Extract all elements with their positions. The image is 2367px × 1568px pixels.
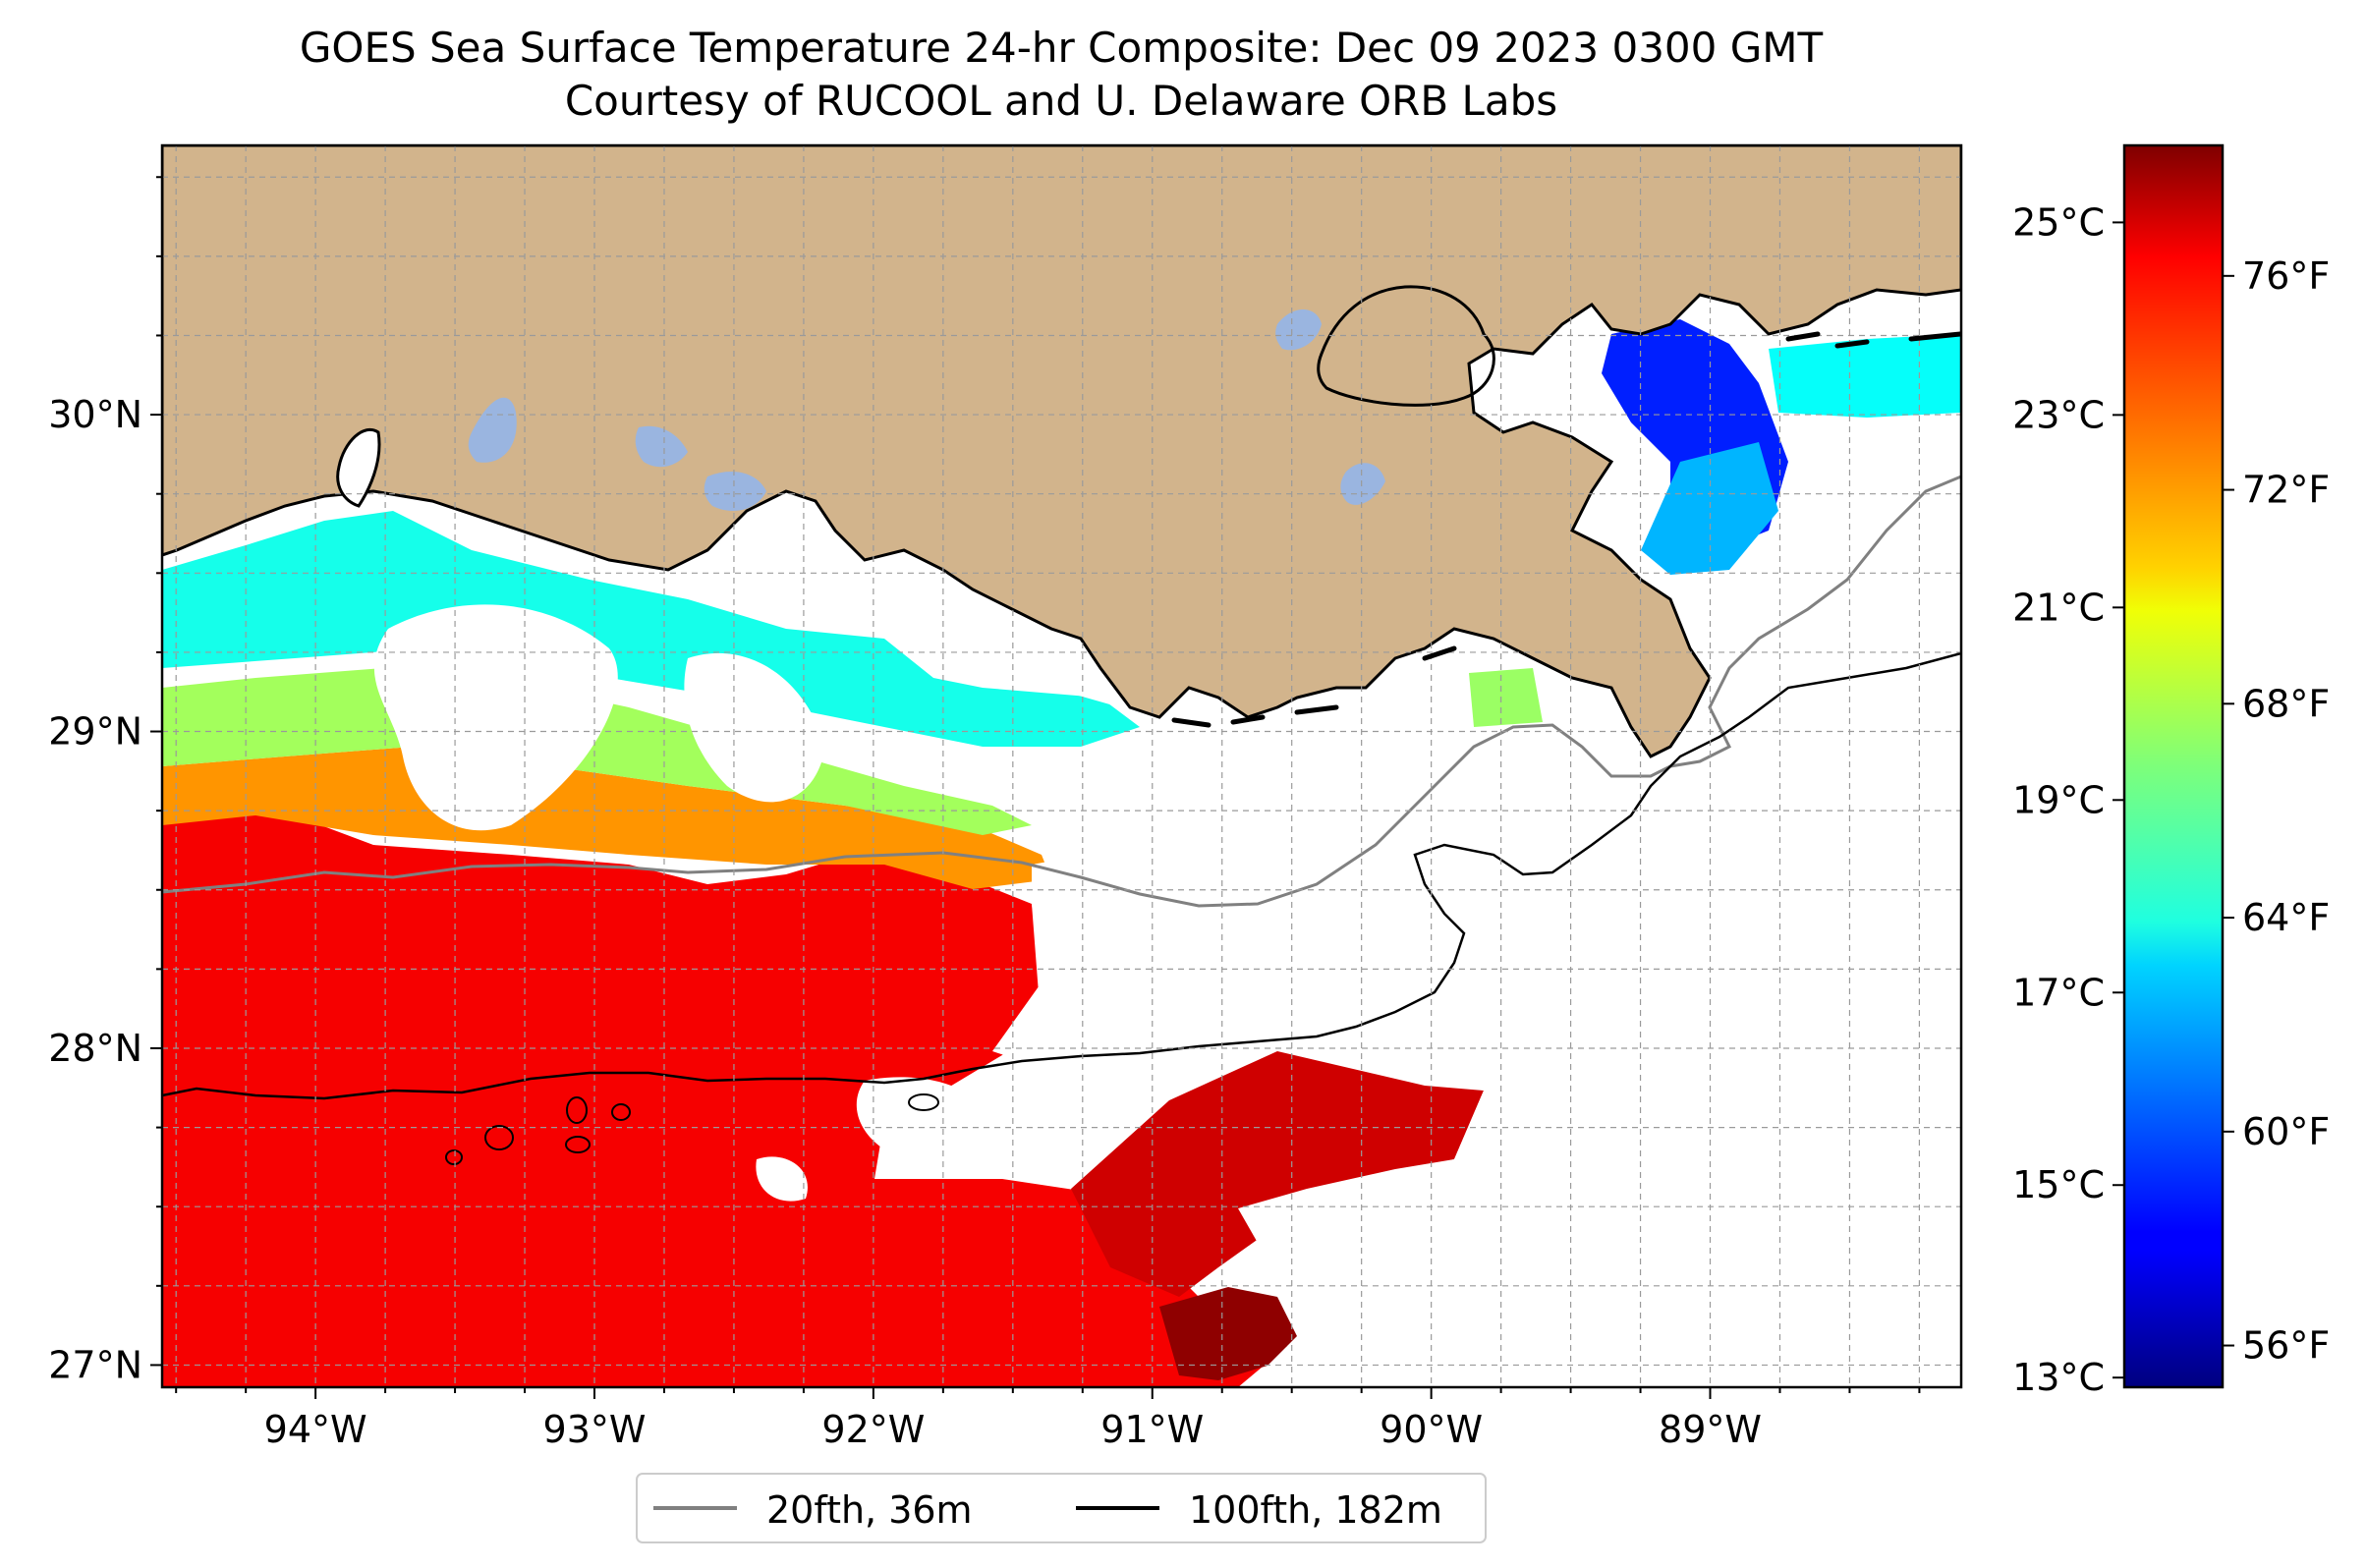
colorbar-c-label: 19°C — [2012, 778, 2105, 821]
colorbar-f-label: 72°F — [2242, 469, 2330, 512]
sst-region — [162, 511, 1140, 747]
colorbar-f-label: 56°F — [2242, 1324, 2330, 1368]
map-frame — [160, 143, 1963, 1389]
colorbar-c-label: 13°C — [2012, 1356, 2105, 1399]
colorbar-celsius-ticks: 13°C 15°C 17°C 19°C 21°C 23°C 25°C — [2012, 200, 2124, 1399]
lake-grand — [635, 425, 688, 468]
lake-sabine — [336, 428, 381, 508]
colorbar-c-label: 25°C — [2012, 200, 2105, 244]
colorbar-f-label: 68°F — [2242, 682, 2330, 725]
barrier-islands — [1171, 331, 1961, 728]
legend-box — [636, 1473, 1487, 1543]
sst-region — [1469, 668, 1543, 727]
colorbar-f-label: 76°F — [2242, 254, 2330, 298]
lake-pontchartrain-outline — [1317, 285, 1495, 407]
y-tick-label: 30°N — [48, 393, 142, 436]
cloud-gaps — [373, 521, 1961, 1387]
legend: 20fth, 36m 100fth, 182m — [636, 1473, 1487, 1543]
colorbar-f-label: 60°F — [2242, 1110, 2330, 1153]
y-tick-label: 27°N — [48, 1343, 142, 1386]
chart-title: GOES Sea Surface Temperature 24-hr Compo… — [299, 24, 1824, 72]
lake-calcasieu — [468, 397, 517, 463]
y-axis: 30°N 29°N 28°N 27°N — [48, 176, 162, 1386]
colorbar-c-label: 17°C — [2012, 971, 2105, 1014]
x-tick-label: 90°W — [1380, 1408, 1483, 1451]
sst-region — [1071, 1051, 1484, 1297]
sst-region — [1641, 442, 1778, 575]
lake-verret — [1275, 309, 1322, 351]
colorbar-frame — [2122, 143, 2225, 1389]
x-tick-label: 92°W — [821, 1408, 925, 1451]
x-axis: 94°W 93°W 92°W 91°W 90°W 89°W — [175, 1387, 1921, 1451]
x-tick-label: 94°W — [264, 1408, 367, 1451]
legend-label-20fth: 20fth, 36m — [766, 1488, 973, 1532]
y-tick-label: 28°N — [48, 1027, 142, 1070]
gridlines — [162, 145, 1961, 1387]
colorbar — [2124, 145, 2223, 1387]
x-tick-label: 93°W — [543, 1408, 647, 1451]
contour-100fth — [162, 651, 1961, 1100]
chart-subtitle: Courtesy of RUCOOL and U. Delaware ORB L… — [564, 77, 1558, 125]
contour-20fth — [162, 475, 1961, 908]
x-tick-label: 91°W — [1100, 1408, 1204, 1451]
y-tick-label: 29°N — [48, 710, 142, 754]
lake-white — [704, 472, 766, 511]
legend-label-100fth: 100fth, 182m — [1189, 1488, 1442, 1532]
colorbar-c-label: 23°C — [2012, 393, 2105, 436]
land — [162, 145, 1961, 758]
sst-region — [162, 747, 1051, 889]
sst-region — [1769, 334, 1961, 418]
colorbar-f-label: 64°F — [2242, 896, 2330, 939]
sst-region — [1159, 1287, 1297, 1380]
x-tick-label: 89°W — [1659, 1408, 1762, 1451]
sst-region — [162, 801, 1287, 1387]
colorbar-c-label: 15°C — [2012, 1163, 2105, 1206]
map-area — [162, 145, 1961, 1387]
colorbar-fahrenheit-ticks: 56°F 60°F 64°F 68°F 72°F 76°F — [2223, 254, 2330, 1368]
small-contour-rings — [445, 1093, 939, 1165]
sst-region — [162, 668, 1032, 835]
colorbar-c-label: 21°C — [2012, 586, 2105, 629]
